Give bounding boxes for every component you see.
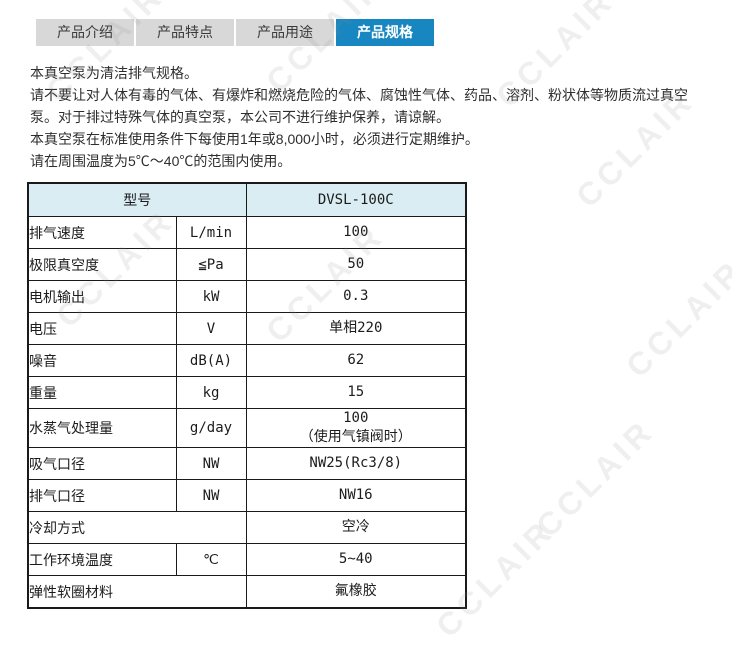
watermark-text: CCLAIR <box>529 412 662 545</box>
spec-table: 型号 DVSL-100C 排气速度 L/min 100 极限真空度 ≦Pa 50… <box>27 182 467 609</box>
tab-product-features[interactable]: 产品特点 <box>136 19 234 46</box>
table-row: 弹性软圈材料 氟橡胶 <box>27 575 467 609</box>
note-line: 请在周围温度为5℃～40℃的范围内使用。 <box>30 153 292 169</box>
spec-label: 工作环境温度 <box>27 543 177 576</box>
spec-value: 100 （使用气镇阀时） <box>245 408 467 448</box>
spec-label: 电机输出 <box>27 280 177 313</box>
note-line: 本真空泵为清洁排气规格。 <box>30 65 198 81</box>
spec-value: 0.3 <box>245 280 467 313</box>
model-value-cell: DVSL-100C <box>245 182 467 217</box>
spec-unit: g/day <box>175 408 247 448</box>
spec-unit: L/min <box>175 216 247 249</box>
spec-unit: NW <box>175 447 247 480</box>
spec-label: 水蒸气处理量 <box>27 408 177 448</box>
spec-value: 5~40 <box>245 543 467 576</box>
tab-product-specs[interactable]: 产品规格 <box>336 19 434 46</box>
model-header-cell: 型号 <box>27 182 247 217</box>
table-header-row: 型号 DVSL-100C <box>27 182 467 217</box>
tab-product-uses[interactable]: 产品用途 <box>236 19 334 46</box>
table-row: 工作环境温度 ℃ 5~40 <box>27 543 467 576</box>
spec-value: 62 <box>245 344 467 377</box>
spec-value: NW25(Rc3/8) <box>245 447 467 480</box>
spec-unit: ≦Pa <box>175 248 247 281</box>
spec-value: 15 <box>245 376 467 409</box>
spec-unit: dB(A) <box>175 344 247 377</box>
spec-label: 极限真空度 <box>27 248 177 281</box>
table-row: 电压 V 单相220 <box>27 312 467 345</box>
table-row: 噪音 dB(A) 62 <box>27 344 467 377</box>
spec-value: 100 <box>245 216 467 249</box>
table-row: 水蒸气处理量 g/day 100 （使用气镇阀时） <box>27 408 467 448</box>
watermark-text: CCLAIR <box>619 252 732 385</box>
spec-label: 电压 <box>27 312 177 345</box>
spec-unit: ℃ <box>175 543 247 576</box>
spec-label: 噪音 <box>27 344 177 377</box>
spec-value: 单相220 <box>245 312 467 345</box>
spec-value: 氟橡胶 <box>245 575 467 609</box>
spec-label: 排气速度 <box>27 216 177 249</box>
table-row: 重量 kg 15 <box>27 376 467 409</box>
note-line: 请不要让对人体有毒的气体、有爆炸和燃烧危险的气体、腐蚀性气体、药品、溶剂、粉状体… <box>30 87 688 125</box>
spec-label: 吸气口径 <box>27 447 177 480</box>
spec-unit: kW <box>175 280 247 313</box>
tab-bar: 产品介绍 产品特点 产品用途 产品规格 <box>36 19 434 46</box>
spec-unit: NW <box>175 479 247 512</box>
spec-unit: kg <box>175 376 247 409</box>
table-row: 电机输出 kW 0.3 <box>27 280 467 313</box>
table-row: 吸气口径 NW NW25(Rc3/8) <box>27 447 467 480</box>
table-row: 排气口径 NW NW16 <box>27 479 467 512</box>
table-row: 冷却方式 空冷 <box>27 511 467 544</box>
spec-label: 排气口径 <box>27 479 177 512</box>
spec-value: NW16 <box>245 479 467 512</box>
spec-value: 空冷 <box>245 511 467 544</box>
spec-label: 重量 <box>27 376 177 409</box>
product-notes: 本真空泵为清洁排气规格。 请不要让对人体有毒的气体、有爆炸和燃烧危险的气体、腐蚀… <box>30 62 704 172</box>
table-row: 极限真空度 ≦Pa 50 <box>27 248 467 281</box>
spec-value: 50 <box>245 248 467 281</box>
spec-label: 弹性软圈材料 <box>27 575 247 609</box>
tab-product-intro[interactable]: 产品介绍 <box>36 19 134 46</box>
note-line: 本真空泵在标准使用条件下每使用1年或8,000小时，必须进行定期维护。 <box>30 131 479 147</box>
spec-label: 冷却方式 <box>27 511 247 544</box>
table-row: 排气速度 L/min 100 <box>27 216 467 249</box>
spec-unit: V <box>175 312 247 345</box>
